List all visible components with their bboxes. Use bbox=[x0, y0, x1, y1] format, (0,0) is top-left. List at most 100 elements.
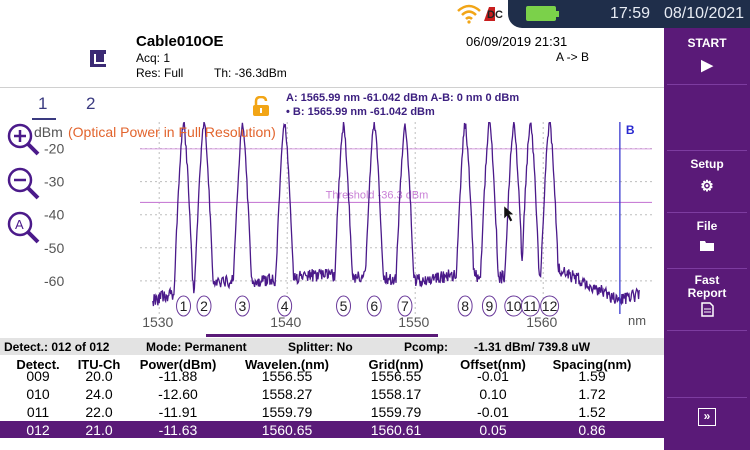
channel-marker[interactable] bbox=[366, 295, 382, 317]
table-cell: 0.05 bbox=[479, 422, 507, 438]
status-bar: DC 17:59 08/10/2021 bbox=[0, 0, 750, 28]
table-row[interactable]: 010 24.0 -12.60 1558.27 1558.17 0.10 1.72 bbox=[0, 385, 664, 402]
table-cell: -11.88 bbox=[158, 368, 198, 384]
wifi-icon bbox=[457, 4, 481, 24]
channel-label: 9 bbox=[486, 298, 494, 314]
setup-button[interactable]: Setup ⚙ bbox=[667, 151, 747, 213]
detect-count: Detect.: 012 of 012 bbox=[4, 340, 110, 354]
fast-report-label-1: Fast bbox=[694, 273, 720, 287]
column-header: Power(dBm) bbox=[139, 357, 217, 372]
table-header[interactable]: Detect. ITU-Ch Power(dBm) Wavelen.(nm) Grid(… bbox=[0, 356, 664, 372]
table-cell: 1.72 bbox=[578, 386, 606, 402]
channel-marker[interactable] bbox=[234, 295, 250, 317]
mode: Mode: Permanent bbox=[146, 340, 247, 354]
table-row[interactable]: 011 22.0 -11.91 1559.79 1559.79 -0.01 1.52 bbox=[0, 403, 664, 420]
x-tick-label: 1550 bbox=[398, 314, 429, 330]
clock: 17:59 bbox=[610, 5, 651, 22]
channel-marker[interactable] bbox=[481, 295, 497, 317]
channel-label: 1 bbox=[180, 298, 188, 314]
channel-label: 4 bbox=[281, 298, 289, 314]
column-header: Spacing(nm) bbox=[552, 357, 632, 372]
gear-icon: ⚙ bbox=[700, 178, 714, 195]
zoom-in-icon[interactable] bbox=[6, 122, 40, 156]
zoom-auto-icon[interactable]: A bbox=[6, 210, 40, 244]
channel-label: 5 bbox=[340, 298, 348, 314]
file-name: Cable010OE bbox=[136, 33, 224, 50]
table-cell: -0.01 bbox=[477, 368, 509, 384]
x-tick-label: 1540 bbox=[270, 314, 301, 330]
channel-label: 8 bbox=[461, 298, 469, 314]
tab-graph-1[interactable]: 1 bbox=[38, 94, 48, 113]
y-tick-label: -50 bbox=[44, 240, 64, 256]
table-cell: 011 bbox=[26, 404, 50, 420]
channel-marker[interactable] bbox=[540, 295, 560, 317]
zoom-out-icon[interactable] bbox=[6, 166, 40, 200]
x-axis-unit: nm bbox=[628, 313, 646, 328]
table-cell: 1558.17 bbox=[370, 386, 422, 402]
table-cell: 012 bbox=[26, 422, 50, 438]
fast-report-button[interactable]: Fast Report bbox=[667, 269, 747, 331]
channel-table[interactable]: Detect. ITU-Ch Power(dBm) Wavelen.(nm) Grid(… bbox=[0, 355, 664, 450]
column-header: Wavelen.(nm) bbox=[244, 357, 330, 372]
table-cell: 21.0 bbox=[85, 422, 113, 438]
tab-graph-2[interactable]: 2 bbox=[86, 94, 96, 113]
channel-marker[interactable] bbox=[336, 295, 352, 317]
table-cell: 20.0 bbox=[85, 368, 113, 384]
splitter: Splitter: No bbox=[288, 340, 353, 354]
file-icon[interactable] bbox=[90, 50, 106, 67]
table-cell: 1.52 bbox=[578, 404, 606, 420]
cursor-b-readout: • B: 1565.99 nm -61.042 dBm bbox=[286, 106, 435, 118]
report-icon bbox=[700, 302, 714, 317]
plot-title: (Optical Power in Full Resolution) bbox=[68, 124, 276, 140]
table-cell: 0.10 bbox=[479, 386, 507, 402]
column-header: Detect. bbox=[16, 357, 60, 372]
sidebar: START ▶ Setup ⚙ File Fast Report » bbox=[664, 28, 750, 450]
empty-button-2[interactable] bbox=[667, 331, 747, 398]
measurement-info bbox=[0, 28, 664, 88]
channel-label: 6 bbox=[370, 298, 378, 314]
threshold-label: Threshold -36.3 dBm bbox=[326, 189, 429, 201]
channel-marker[interactable] bbox=[457, 295, 473, 317]
channel-marker[interactable] bbox=[277, 295, 293, 317]
table-cell: -11.91 bbox=[158, 404, 198, 420]
table-cell: 0.86 bbox=[578, 422, 606, 438]
lock-icon[interactable] bbox=[252, 96, 270, 116]
folder-icon bbox=[700, 241, 714, 251]
table-cell: 1558.27 bbox=[261, 386, 313, 402]
table-cell: -11.63 bbox=[158, 422, 198, 438]
table-cell: 24.0 bbox=[85, 386, 113, 402]
table-cell: 1556.55 bbox=[370, 368, 422, 384]
y-tick-label: -60 bbox=[44, 273, 64, 289]
table-row[interactable]: 009 20.0 -11.88 1556.55 1556.55 -0.01 1.59 bbox=[0, 367, 664, 384]
column-header: ITU-Ch bbox=[77, 357, 121, 372]
y-tick-label: -20 bbox=[44, 140, 64, 156]
measurement-timestamp: 06/09/2019 21:31 bbox=[466, 34, 568, 49]
spectrum-trace bbox=[152, 121, 640, 307]
table-cell: 1560.65 bbox=[261, 422, 313, 438]
svg-text:A: A bbox=[15, 217, 24, 232]
channel-marker[interactable] bbox=[520, 295, 540, 317]
acquisition-count: Acq: 1 bbox=[136, 51, 171, 65]
file-label: File bbox=[696, 219, 718, 233]
x-tick-label: 1560 bbox=[526, 314, 557, 330]
spectrum-plot[interactable]: -20 -30 -40 -50 -60 1530 1540 1550 1560 Threshol… bbox=[0, 121, 664, 334]
pcomp-label: Pcomp: bbox=[404, 340, 449, 354]
channel-marker[interactable] bbox=[397, 295, 413, 317]
spectrum-chart[interactable]: -20 -30 -40 -50 -60 1530 1540 1550 1560 Threshol… bbox=[0, 121, 664, 334]
start-button[interactable]: START ▶ bbox=[667, 28, 747, 85]
resolution: Res: Full bbox=[136, 66, 184, 80]
fast-report-label-2: Report bbox=[687, 286, 727, 300]
empty-button-1[interactable] bbox=[667, 85, 747, 151]
table-resize-handle[interactable] bbox=[206, 334, 438, 337]
channel-marker[interactable] bbox=[176, 295, 192, 317]
file-button[interactable]: File bbox=[667, 213, 747, 269]
mouse-pointer-icon bbox=[504, 206, 514, 222]
more-button[interactable]: » bbox=[667, 398, 747, 450]
svg-text:DC: DC bbox=[487, 9, 503, 21]
column-header: Offset(nm) bbox=[460, 357, 526, 372]
table-cell: 009 bbox=[26, 368, 50, 384]
setup-label: Setup bbox=[690, 157, 724, 171]
channel-marker[interactable] bbox=[196, 295, 212, 317]
channel-label: 10 bbox=[506, 298, 522, 314]
table-row[interactable]: 012 21.0 -11.63 1560.65 1560.61 0.05 0.86 bbox=[0, 421, 664, 438]
